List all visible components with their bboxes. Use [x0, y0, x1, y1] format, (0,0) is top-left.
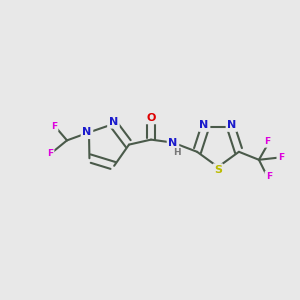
- Text: S: S: [214, 165, 222, 175]
- Text: N: N: [168, 138, 178, 148]
- Text: F: F: [266, 172, 272, 181]
- Text: N: N: [82, 128, 91, 137]
- Text: F: F: [47, 149, 53, 158]
- Text: N: N: [200, 120, 209, 130]
- Text: O: O: [146, 112, 156, 123]
- Text: H: H: [173, 148, 181, 157]
- Text: F: F: [51, 122, 57, 131]
- Text: N: N: [227, 120, 237, 130]
- Text: N: N: [109, 117, 118, 127]
- Text: F: F: [264, 137, 270, 146]
- Text: F: F: [278, 153, 284, 162]
